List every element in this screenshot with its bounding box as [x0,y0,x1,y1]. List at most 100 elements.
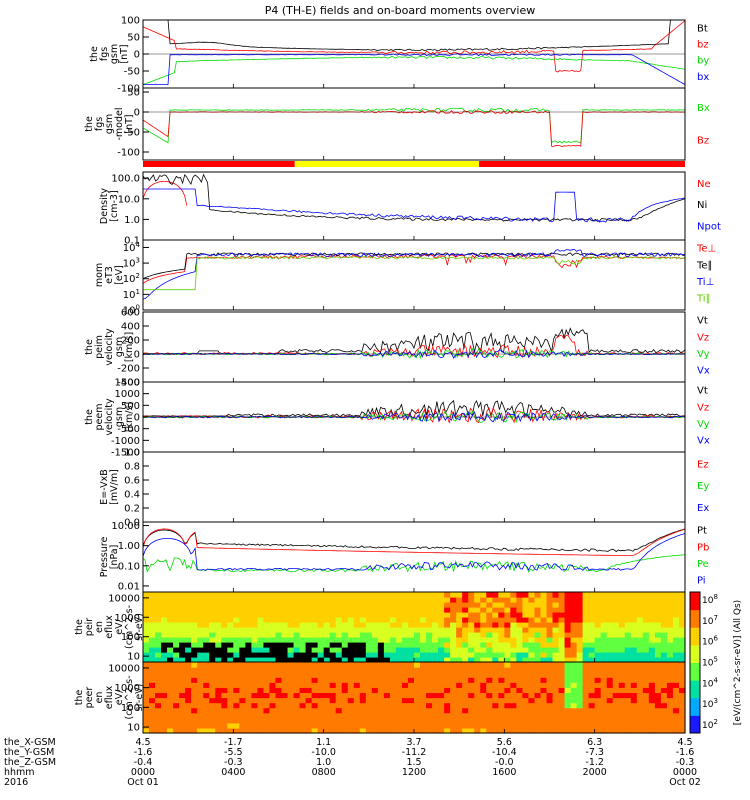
spectrogram-cell [546,692,554,699]
spectrogram-cell [203,662,210,668]
spectrogram-cell [480,637,487,643]
spectrogram-cell [564,637,572,643]
spectrogram-cell [576,667,584,673]
x-tick-label: 4.5 [135,737,150,748]
spectrogram-cell [678,657,686,663]
spectrogram-cell [504,617,511,623]
spectrogram-cell [407,632,415,638]
spectrogram-cell [143,647,150,653]
spectrogram-cell [317,727,325,734]
spectrogram-cell [600,617,608,623]
spectrogram-cell [480,672,487,678]
spectrogram-cell [636,622,644,628]
spectrogram-cell [251,672,259,678]
spectrogram-cell [221,622,228,628]
spectrogram-cell [347,647,355,653]
spectrogram-cell [522,722,530,729]
spectrogram-cell [245,677,252,683]
spectrogram-cell [498,597,505,603]
spectrogram-cell [624,667,632,673]
spectrogram-cell [233,632,240,638]
spectrogram-cell [492,657,499,663]
spectrogram-cell [414,597,421,603]
x-tick-label: -5.5 [224,747,243,758]
spectrogram-cell [504,597,511,603]
spectrogram-cell [498,682,505,688]
spectrogram-cell [642,642,650,648]
spectrogram-cell [516,592,523,598]
spectrogram-cell [558,677,566,683]
y-tick-exponent: 0 [136,304,140,312]
spectrogram-cell [438,702,445,709]
spectrogram-cell [516,707,523,714]
x-tick-label: 1.1 [316,737,331,748]
spectrogram-cell [155,712,162,719]
spectrogram-cell [341,682,349,688]
spectrogram-cell [468,697,475,704]
spectrogram-cell [167,657,174,663]
spectrogram-cell [329,727,337,734]
spectrogram-cell [594,697,602,704]
spectrogram-cell [462,597,469,603]
spectrogram-cell [528,622,536,628]
spectrogram-cell [353,662,361,668]
spectrogram-cell [299,647,307,653]
spectrogram-cell [570,667,578,673]
spectrogram-cell [209,717,216,724]
spectrogram-cell [606,642,614,648]
spectrogram-cell [185,692,192,699]
spectrogram-cell [197,677,204,683]
spectrogram-cell [492,592,499,598]
spectrogram-cell [420,597,427,603]
spectrogram-cell [492,687,499,694]
spectrogram-cell [594,717,602,724]
spectrogram-cell [203,642,210,648]
y-tick-exponent: 1 [136,288,140,296]
legend-Pt: Pt [697,526,707,537]
spectrogram-cell [534,687,542,694]
colorbar-frame [689,591,701,734]
colorbar-tick-exponent: 8 [713,593,717,601]
spectrogram-cell [426,667,433,673]
spectrogram-cell [185,637,192,643]
spectrogram-cell [648,697,656,704]
spectrogram-cell [558,687,566,694]
spectrogram-cell [401,687,409,694]
spectrogram-cell [432,592,439,598]
spectrogram-cell [654,612,662,618]
spectrogram-cell [540,657,548,663]
spectrogram-cell [167,607,174,613]
spectrogram-cell [450,697,457,704]
spectrogram-cell [564,712,572,719]
spectrogram-cell [161,612,168,618]
spectrogram-cell [612,672,620,678]
spectrogram-cell [149,597,156,603]
spectrogram-cell [636,712,644,719]
spectrogram-cell [504,652,511,658]
spectrogram-cell [552,607,560,613]
spectrogram-cell [203,687,210,694]
spectrogram-cell [486,612,493,618]
spectrogram-cell [444,712,451,719]
spectrogram-cell [191,707,198,714]
spectrogram-cell [269,702,277,709]
spectrogram-cell [335,702,343,709]
spectrogram-cell [438,632,445,638]
spectrogram-cell [558,647,566,653]
spectrogram-cell [317,712,325,719]
spectrogram-cell [365,662,373,668]
spectrogram-cell [401,682,409,688]
spectrogram-cell [323,697,331,704]
spectrogram-cell [365,682,373,688]
spectrogram-cell [450,607,457,613]
spectrogram-cell [305,662,313,668]
spectrogram-cell [143,637,150,643]
spectrogram-cell [281,672,289,678]
spectrogram-cell [149,617,156,623]
spectrogram-cell [438,662,445,668]
spectrogram-cell [401,727,409,734]
spectrogram-cell [468,647,475,653]
spectrogram-cell [492,667,499,673]
